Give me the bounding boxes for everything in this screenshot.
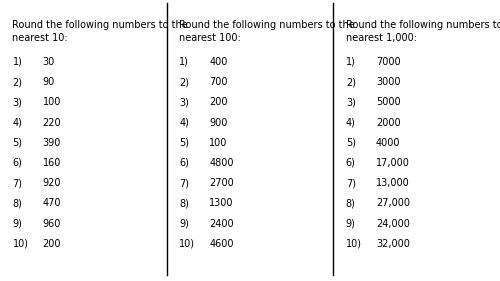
Text: 2): 2) bbox=[179, 77, 189, 87]
Text: 400: 400 bbox=[209, 57, 228, 67]
Text: 7000: 7000 bbox=[376, 57, 400, 67]
Text: 100: 100 bbox=[209, 138, 228, 148]
Text: 200: 200 bbox=[42, 239, 61, 249]
Text: 2): 2) bbox=[346, 77, 356, 87]
Text: 9): 9) bbox=[346, 219, 356, 229]
Text: 470: 470 bbox=[42, 198, 61, 209]
Text: 2700: 2700 bbox=[209, 178, 234, 188]
Text: 10): 10) bbox=[179, 239, 195, 249]
Text: 700: 700 bbox=[209, 77, 228, 87]
Text: 900: 900 bbox=[209, 117, 228, 128]
Text: 1): 1) bbox=[346, 57, 356, 67]
Text: 1300: 1300 bbox=[209, 198, 234, 209]
Text: 160: 160 bbox=[42, 158, 61, 168]
Text: 2000: 2000 bbox=[376, 117, 400, 128]
Text: 4): 4) bbox=[12, 117, 22, 128]
Text: 90: 90 bbox=[42, 77, 55, 87]
Text: 24,000: 24,000 bbox=[376, 219, 410, 229]
Text: 4): 4) bbox=[346, 117, 356, 128]
Text: 6): 6) bbox=[346, 158, 356, 168]
Text: 100: 100 bbox=[42, 97, 61, 107]
Text: 960: 960 bbox=[42, 219, 61, 229]
Text: 4600: 4600 bbox=[209, 239, 234, 249]
Text: 27,000: 27,000 bbox=[376, 198, 410, 209]
Text: 1): 1) bbox=[12, 57, 22, 67]
Text: 5): 5) bbox=[179, 138, 189, 148]
Text: 6): 6) bbox=[179, 158, 189, 168]
Text: 13,000: 13,000 bbox=[376, 178, 410, 188]
Text: 1): 1) bbox=[179, 57, 189, 67]
Text: 3): 3) bbox=[346, 97, 356, 107]
Text: Round the following numbers to the
nearest 10:: Round the following numbers to the neare… bbox=[12, 20, 188, 43]
Text: 220: 220 bbox=[42, 117, 61, 128]
Text: 390: 390 bbox=[42, 138, 61, 148]
Text: 9): 9) bbox=[179, 219, 189, 229]
Text: 7): 7) bbox=[12, 178, 22, 188]
Text: 7): 7) bbox=[179, 178, 189, 188]
Text: 9): 9) bbox=[12, 219, 22, 229]
Text: 4800: 4800 bbox=[209, 158, 234, 168]
Text: 2): 2) bbox=[12, 77, 22, 87]
Text: 920: 920 bbox=[42, 178, 61, 188]
Text: 2400: 2400 bbox=[209, 219, 234, 229]
Text: 5): 5) bbox=[346, 138, 356, 148]
Text: 30: 30 bbox=[42, 57, 55, 67]
Text: 7): 7) bbox=[346, 178, 356, 188]
Text: 6): 6) bbox=[12, 158, 22, 168]
Text: 5000: 5000 bbox=[376, 97, 400, 107]
Text: 3): 3) bbox=[12, 97, 22, 107]
Text: 17,000: 17,000 bbox=[376, 158, 410, 168]
Text: 4000: 4000 bbox=[376, 138, 400, 148]
Text: Round the following numbers to the
nearest 1,000:: Round the following numbers to the neare… bbox=[346, 20, 500, 43]
Text: 200: 200 bbox=[209, 97, 228, 107]
Text: 3): 3) bbox=[179, 97, 189, 107]
Text: 8): 8) bbox=[179, 198, 189, 209]
Text: Round the following numbers to the
nearest 100:: Round the following numbers to the neare… bbox=[179, 20, 355, 43]
Text: 5): 5) bbox=[12, 138, 22, 148]
Text: 32,000: 32,000 bbox=[376, 239, 410, 249]
Text: 4): 4) bbox=[179, 117, 189, 128]
Text: 3000: 3000 bbox=[376, 77, 400, 87]
Text: 8): 8) bbox=[346, 198, 356, 209]
Text: 8): 8) bbox=[12, 198, 22, 209]
Text: 10): 10) bbox=[346, 239, 362, 249]
Text: 10): 10) bbox=[12, 239, 28, 249]
